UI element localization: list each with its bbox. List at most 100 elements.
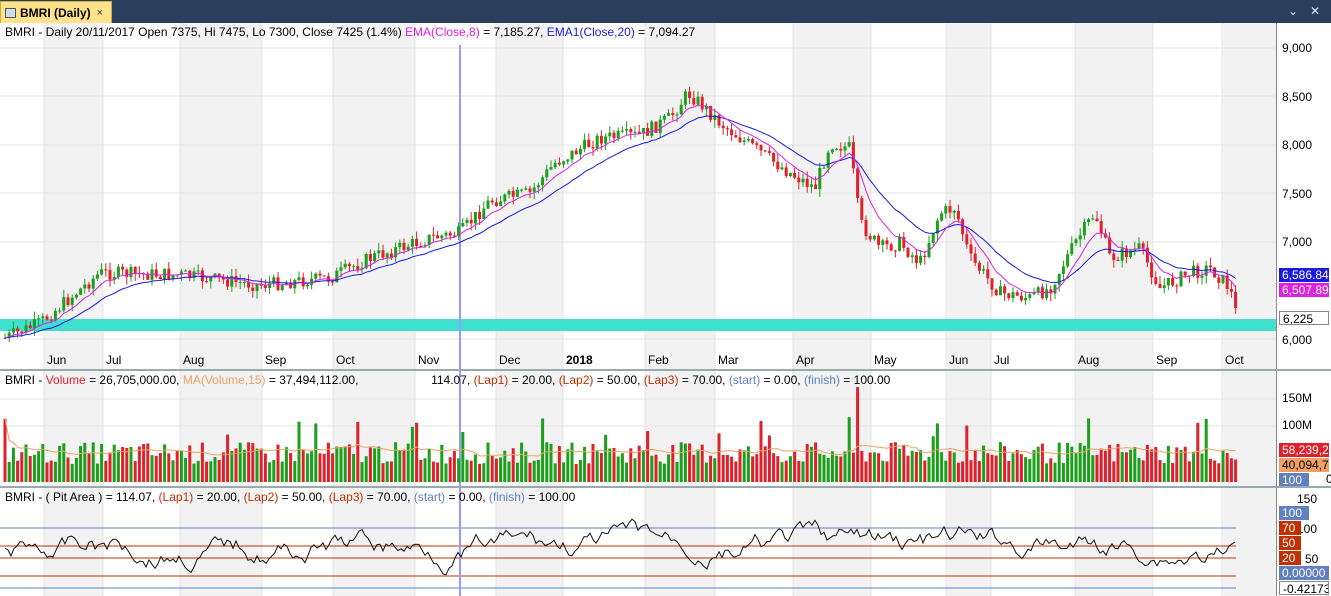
support-zone [0,319,1276,331]
tab-close-icon[interactable]: × [96,6,104,19]
volume-bar [398,450,402,482]
price-axis[interactable]: 9,000 8,500 8,000 7,500 7,000 6,000 [1276,23,1331,370]
osc-zero-badge: 0.00000 [1279,566,1329,580]
pane-separator[interactable] [0,369,1331,371]
volume-bar [116,450,120,482]
volume-bar [1032,450,1036,482]
candle [230,276,234,287]
price-chart[interactable] [0,23,1276,370]
osc-legend-value: ) = 114.07, [98,490,156,504]
candle [356,266,360,270]
volume-bar [1120,451,1124,482]
osc-tick: 50 [1305,552,1319,566]
volume-bar [457,458,461,482]
candle [209,276,213,282]
volume-bar [137,446,141,482]
volume-bar [864,461,868,482]
candle [482,208,486,220]
candle [688,91,692,98]
volume-axis[interactable]: 150M 100M 0 [1276,371,1331,487]
candle [1234,291,1238,308]
candle [1141,243,1145,248]
window-close-icon[interactable]: ✕ [1309,4,1321,18]
candle [87,284,91,289]
volume-bar [1049,458,1053,482]
volume-bar [1179,449,1183,482]
candle [1204,265,1208,276]
volume-bar [683,443,687,482]
month-band [333,23,415,370]
candle [406,246,410,251]
price-tick: 7,500 [1282,187,1313,201]
candle [776,161,780,170]
volume-bar [154,455,158,482]
candle [1070,243,1074,255]
candle [566,159,570,162]
candle [91,278,95,289]
candle [410,238,414,247]
candle [763,150,767,152]
volume-bar [767,435,771,482]
osc-20-badge: 20 [1279,551,1301,565]
volume-bar [322,453,326,482]
volume-bar [709,455,713,482]
volume-bar [616,456,620,482]
lap3-value: = 70.00, [681,373,726,387]
volume-bar [280,461,284,482]
candle [1019,295,1023,301]
osc-tick: 150 [1297,492,1318,506]
candle [335,270,339,283]
osc-last-badge: -0.42173 [1279,581,1329,595]
candle [28,325,32,329]
volume-bar [1175,447,1179,482]
volume-bar [1196,422,1200,482]
volume-bar [755,454,759,482]
volume-pane[interactable]: 150M 100M 0 BMRI - Volume = 26,705,000.0… [0,371,1331,487]
price-pane[interactable]: 9,000 8,500 8,000 7,500 7,000 6,000 BMRI… [0,23,1331,370]
volume-bar [881,460,885,482]
volume-bar [200,442,204,482]
osc-lap2-label: (Lap2) [243,490,279,504]
candle [310,278,314,285]
volume-bar [1213,460,1217,482]
volume-100-badge: 100 [1279,473,1309,487]
volume-bar [914,451,918,482]
volume-bar [536,459,540,482]
candle [751,138,755,144]
volume-bar [994,455,998,482]
volume-bar [1011,453,1015,482]
candle [788,173,792,177]
start-value: = 0.00, [763,373,801,387]
volume-bar [797,460,801,482]
volume-bar [251,443,255,482]
volume-bar [1045,463,1049,482]
oscillator-axis[interactable]: 150 100 50 [1276,488,1331,596]
volume-bar [742,450,746,482]
volume-bar [679,442,683,482]
volume-value: = 26,705,000.00, [89,373,180,387]
candle [839,148,843,151]
candle [1137,243,1141,249]
oscillator-pane[interactable]: 150 100 50 BMRI - ( Pit Area ) = 114.07,… [0,488,1331,596]
oscillator-chart[interactable] [0,488,1276,596]
tab-bmri-daily[interactable]: BMRI (Daily) × [0,1,112,23]
dropdown-icon[interactable]: ⌄ [1287,4,1299,18]
candle [247,281,251,288]
candle [95,274,99,279]
volume-bar [1225,453,1229,482]
candle [213,273,217,277]
candle [1183,271,1187,276]
pane-separator[interactable] [0,486,1331,488]
volume-bar [368,447,372,482]
month-band [180,23,262,370]
volume-bar [1078,442,1082,482]
candle [398,242,402,248]
candle [986,269,990,279]
candle [557,162,561,165]
volume-bar [662,463,666,482]
candle [641,127,645,134]
volume-bar [898,448,902,482]
volume-chart[interactable] [0,371,1276,487]
candle [910,255,914,257]
volume-bar [893,442,897,482]
